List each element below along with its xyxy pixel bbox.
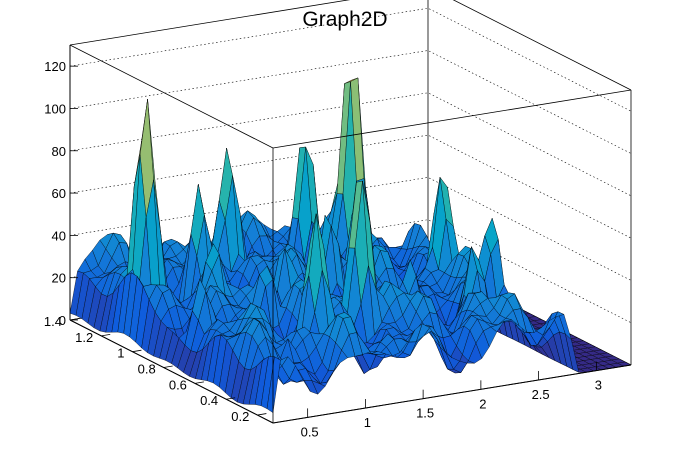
y-tick [194, 381, 204, 384]
z-tick-label: 40 [52, 228, 66, 243]
z-gridline [69, 50, 632, 154]
z-tick-label: 80 [52, 144, 66, 159]
x-tick-label: 2 [479, 396, 486, 411]
x-axis-line [272, 364, 632, 424]
z-tick-label: 100 [44, 101, 66, 116]
x-tick-label: 0.5 [301, 424, 319, 439]
box-edge [69, 44, 274, 149]
x-tick-label: 1 [364, 415, 371, 430]
y-tick [257, 413, 267, 416]
x-tick-label: 1.5 [416, 406, 434, 421]
y-axis-line [69, 319, 274, 424]
z-tick-label: 20 [52, 271, 66, 286]
y-tick-label: 1 [117, 346, 124, 361]
y-tick-label: 1.2 [75, 330, 93, 345]
z-gridline [69, 134, 632, 239]
y-tick-label: 1.4 [44, 314, 62, 329]
surface-mesh [69, 77, 632, 413]
surface-cell [266, 356, 281, 413]
y-tick [132, 349, 142, 353]
chart-title: Graph2D [302, 8, 387, 31]
z-gridline [69, 92, 632, 197]
axes: 0.5 1 1.5 2 2.5 3 0.2 0.4 0.6 0.8 1 1.2 1.40 20 40 60 80… [44, 45, 632, 439]
z-gridline [69, 7, 632, 112]
y-tick-label: 0.4 [200, 393, 218, 408]
box-edge [69, 0, 351, 46]
y-tick [226, 397, 236, 400]
y-tick [163, 365, 173, 368]
y-tick-label: 0.6 [169, 377, 187, 392]
box-edge [452, 0, 632, 91]
x-tick-label: 3 [595, 378, 602, 393]
y-tick-label: 0.8 [138, 362, 156, 377]
z-tick-label: 120 [44, 59, 66, 74]
x-tick-label: 2.5 [532, 387, 550, 402]
y-tick-label: 0.2 [231, 409, 249, 424]
z-tick-label: 0 [59, 313, 66, 328]
box-edge [272, 89, 632, 149]
z-gridline [69, 177, 632, 281]
y-tick [101, 333, 111, 337]
z-tick-label: 60 [52, 186, 66, 201]
